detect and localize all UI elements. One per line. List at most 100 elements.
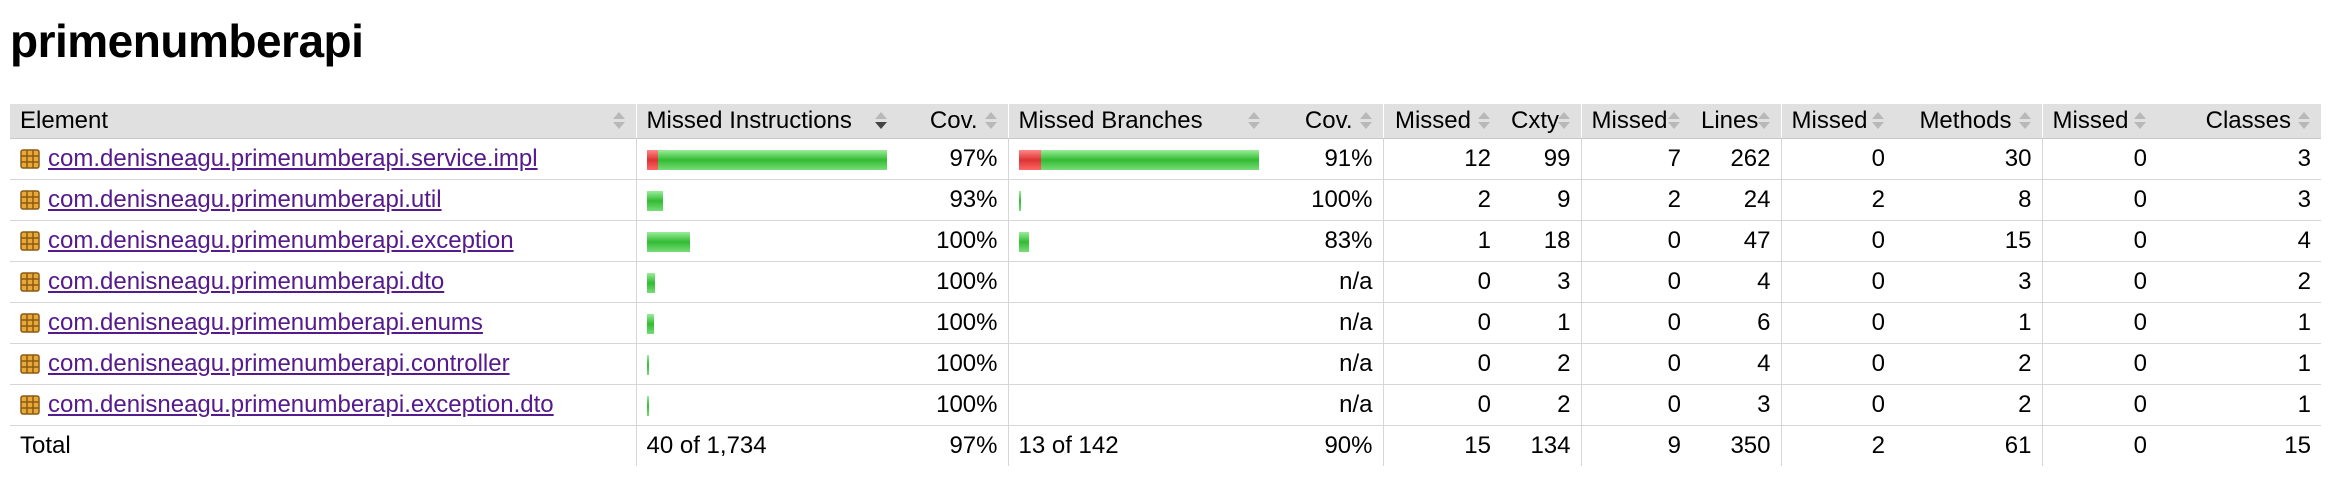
element-cell: com.denisneagu.primenumberapi.exception.… [10, 384, 636, 426]
classes: 1 [2157, 384, 2321, 426]
table-row: com.denisneagu.primenumberapi.service.im… [10, 138, 2321, 180]
missed-branches-cell [1007, 179, 1271, 221]
total-missed-methods: 2 [1780, 425, 1895, 466]
missed-instructions-cell [635, 220, 898, 262]
branches-covered-bar [1018, 190, 1021, 211]
missed-classes: 0 [2041, 261, 2157, 303]
sort-icon [1359, 110, 1373, 132]
header-missed-classes[interactable]: Missed [2041, 104, 2157, 139]
branches-covered-bar [1040, 149, 1259, 170]
missed-branches-cell [1007, 302, 1271, 344]
lines: 6 [1691, 302, 1781, 344]
branches-bar [1018, 231, 1029, 252]
package-icon [20, 231, 40, 251]
cxty: 2 [1501, 343, 1581, 385]
classes: 1 [2157, 343, 2321, 385]
instructions-coverage: 100% [898, 261, 1008, 303]
missed-classes: 0 [2041, 138, 2157, 180]
sort-icon [2018, 110, 2032, 132]
instructions-covered-bar [646, 231, 690, 252]
missed-instructions-cell [635, 138, 898, 180]
total-methods: 61 [2004, 432, 2032, 459]
instructions-bar [646, 190, 663, 211]
total-label: Total [20, 432, 71, 459]
sort-icon [1871, 110, 1885, 132]
header-cxty[interactable]: Cxty [1501, 104, 1581, 139]
total-lines: 350 [1730, 432, 1771, 459]
lines: 4 [1691, 261, 1781, 303]
header-missed-lines[interactable]: Missed [1580, 104, 1691, 139]
package-link[interactable]: com.denisneagu.primenumberapi.controller [48, 350, 510, 377]
package-link[interactable]: com.denisneagu.primenumberapi.exception [48, 227, 514, 254]
cxty: 9 [1501, 179, 1581, 221]
missed-cxty: 1 [1382, 220, 1501, 262]
element-cell: com.denisneagu.primenumberapi.service.im… [10, 138, 636, 180]
header-methods[interactable]: Methods [1895, 104, 2042, 139]
total-instructions-coverage: 97% [949, 432, 998, 459]
sort-icon [612, 110, 626, 132]
lines: 4 [1691, 343, 1781, 385]
missed-classes: 0 [2041, 302, 2157, 344]
lines: 47 [1691, 220, 1781, 262]
lines: 3 [1691, 384, 1781, 426]
package-link[interactable]: com.denisneagu.primenumberapi.service.im… [48, 145, 538, 172]
element-cell: com.denisneagu.primenumberapi.controller [10, 343, 636, 385]
missed-instructions-cell [635, 261, 898, 303]
missed-branches-cell [1007, 138, 1271, 180]
package-link[interactable]: com.denisneagu.primenumberapi.enums [48, 309, 483, 336]
branches-coverage: 83% [1271, 220, 1383, 262]
missed-methods: 0 [1780, 384, 1895, 426]
cxty: 3 [1501, 261, 1581, 303]
instructions-coverage: 100% [898, 384, 1008, 426]
package-link[interactable]: com.denisneagu.primenumberapi.util [48, 186, 442, 213]
instructions-missed-bar [646, 149, 658, 170]
missed-methods: 0 [1780, 343, 1895, 385]
missed-lines: 0 [1580, 343, 1691, 385]
instructions-bar [646, 231, 690, 252]
branches-coverage: n/a [1271, 302, 1383, 344]
branches-coverage: 91% [1271, 138, 1383, 180]
package-icon [20, 395, 40, 415]
classes: 2 [2157, 261, 2321, 303]
page-title: primenumberapi [10, 15, 364, 67]
total-classes: 15 [2284, 432, 2311, 459]
missed-cxty: 0 [1382, 261, 1501, 303]
header-missed-branches[interactable]: Missed Branches [1007, 104, 1271, 139]
classes: 1 [2157, 302, 2321, 344]
header-lines[interactable]: Lines [1691, 104, 1781, 139]
package-icon [20, 354, 40, 374]
table-row: com.denisneagu.primenumberapi.exception.… [10, 384, 2321, 426]
header-missed-cxty[interactable]: Missed [1382, 104, 1501, 139]
cxty: 2 [1501, 384, 1581, 426]
instructions-coverage: 100% [898, 343, 1008, 385]
missed-classes: 0 [2041, 220, 2157, 262]
missed-lines: 0 [1580, 384, 1691, 426]
total-branches: 13 of 142 [1007, 425, 1271, 466]
package-link[interactable]: com.denisneagu.primenumberapi.dto [48, 268, 445, 295]
branches-covered-bar [1018, 231, 1029, 252]
missed-cxty: 12 [1382, 138, 1501, 180]
table-row: com.denisneagu.primenumberapi.util 93% 100… [10, 179, 2321, 221]
header-missed-instructions[interactable]: Missed Instructions [635, 104, 898, 139]
methods: 15 [1895, 220, 2042, 262]
instructions-coverage: 100% [898, 302, 1008, 344]
missed-branches-cell [1007, 343, 1271, 385]
missed-classes: 0 [2041, 179, 2157, 221]
header-branches-coverage[interactable]: Cov. [1271, 104, 1383, 139]
package-link[interactable]: com.denisneagu.primenumberapi.exception.… [48, 391, 554, 418]
header-missed-methods[interactable]: Missed [1780, 104, 1895, 139]
instructions-bar [646, 313, 654, 334]
instructions-bar [646, 149, 887, 170]
header-instructions-coverage[interactable]: Cov. [898, 104, 1008, 139]
branches-coverage: n/a [1271, 343, 1383, 385]
total-missed-lines: 9 [1580, 425, 1691, 466]
sort-icon [2133, 110, 2147, 132]
sort-icon [1247, 110, 1261, 132]
instructions-covered-bar [646, 354, 649, 375]
header-classes[interactable]: Classes [2157, 104, 2321, 139]
header-element[interactable]: Element [10, 104, 636, 139]
instructions-coverage: 93% [898, 179, 1008, 221]
missed-cxty: 0 [1382, 384, 1501, 426]
instructions-covered-bar [646, 272, 655, 293]
branches-bar [1018, 190, 1021, 211]
